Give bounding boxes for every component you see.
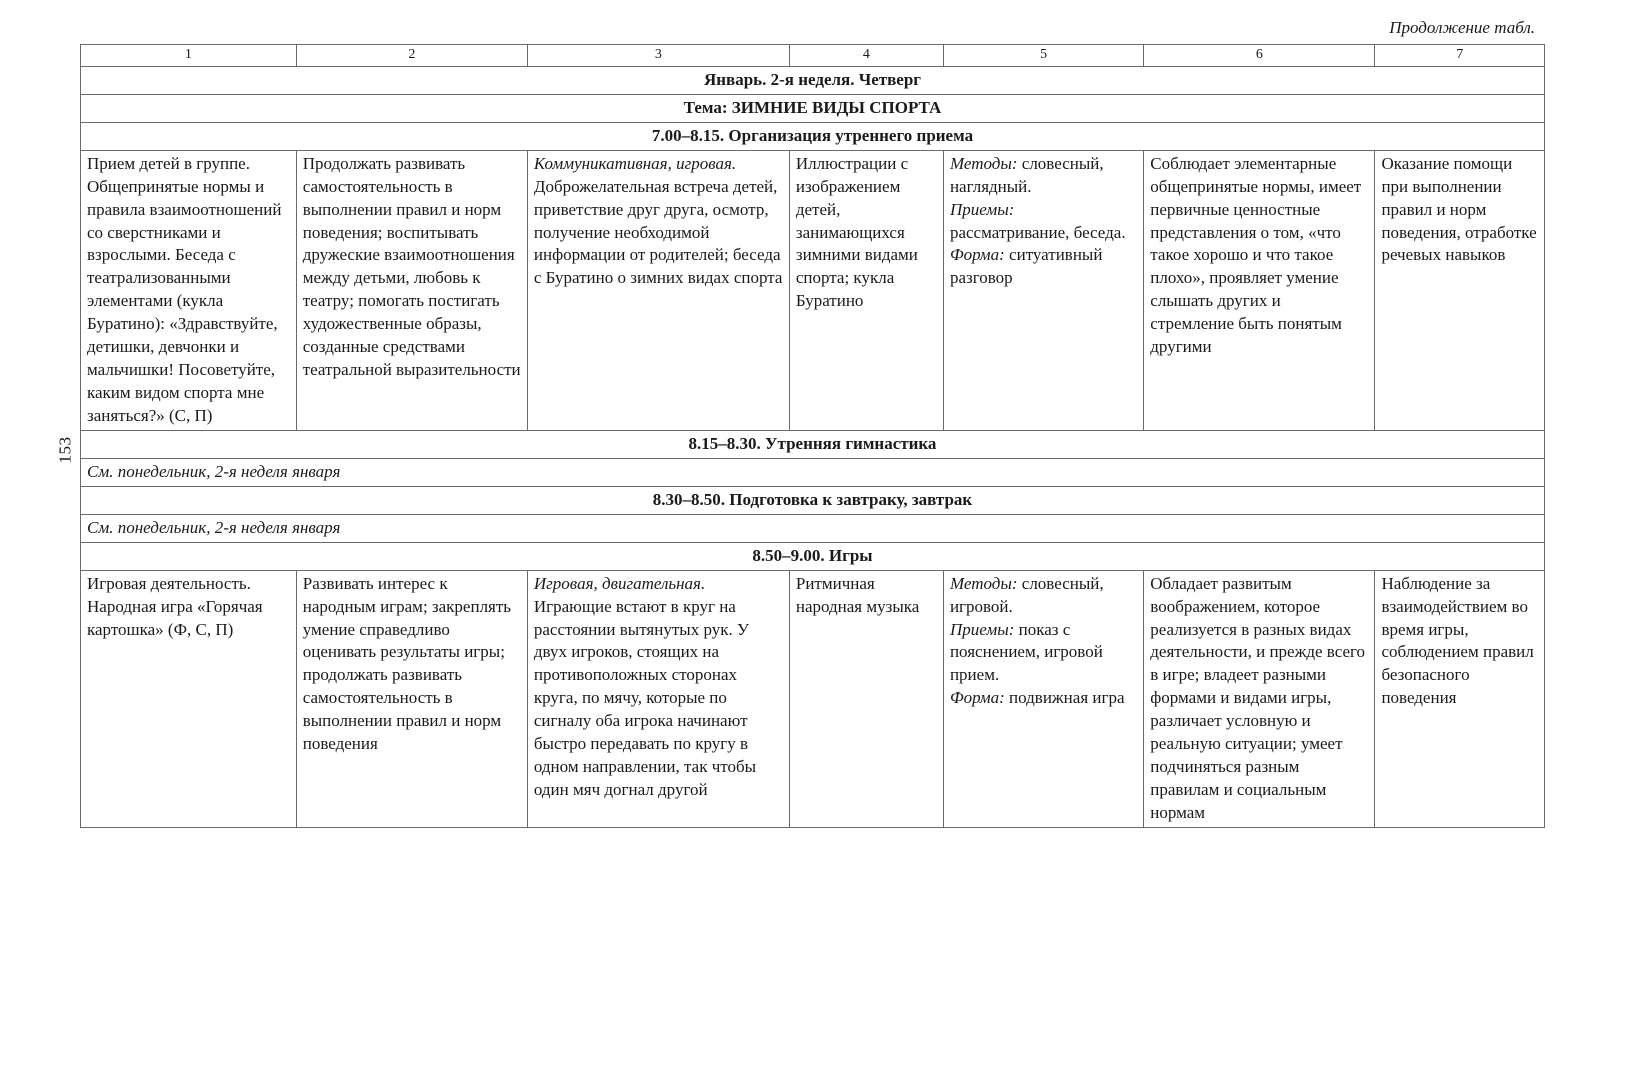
cell-goals: Развивать интерес к народным играм; закр… — [296, 570, 527, 827]
block1-title-row: 7.00–8.15. Организация утреннего приема — [81, 122, 1545, 150]
day-cell: Январь. 2-я неделя. Четверг — [81, 66, 1545, 94]
cell-outcomes: Обладает развитым воображением, которое … — [1144, 570, 1375, 827]
cell-methods: Методы: словесный, наглядный. Приемы: ра… — [943, 150, 1143, 430]
forma-label: Форма: — [950, 688, 1005, 707]
priemy-label: Приемы: — [950, 200, 1014, 219]
col-num-header: 1 — [81, 45, 297, 67]
col-num-header: 6 — [1144, 45, 1375, 67]
col-num-header: 4 — [789, 45, 943, 67]
cell-content: Игровая, двигательная. Играющие встают в… — [527, 570, 789, 827]
cell-activity: Игровая деятельность. Народная игра «Гор… — [81, 570, 297, 827]
col-num-header: 7 — [1375, 45, 1545, 67]
topic-row: Тема: ЗИМНИЕ ВИДЫ СПОРТА — [81, 94, 1545, 122]
block1-title: 7.00–8.15. Организация утреннего приема — [81, 122, 1545, 150]
cell-activity: Прием детей в группе. Общепринятые нормы… — [81, 150, 297, 430]
day-row: Январь. 2-я неделя. Четверг — [81, 66, 1545, 94]
cell-content-body: Играющие встают в круг на расстоянии выт… — [534, 597, 756, 800]
cell-content: Коммуникативная, игровая. Доброжелательн… — [527, 150, 789, 430]
cell-materials: Иллюстрации с изображением детей, занима… — [789, 150, 943, 430]
cell-materials: Ритмичная народная музыка — [789, 570, 943, 827]
methods-label: Методы: — [950, 574, 1018, 593]
cell-support: Наблюдение за взаимодействием во время и… — [1375, 570, 1545, 827]
block3-ref-row: См. понедельник, 2-я неделя января — [81, 514, 1545, 542]
cell-content-italic: Коммуникативная, игровая. — [534, 154, 736, 173]
block4-title: 8.50–9.00. Игры — [81, 542, 1545, 570]
methods-label: Методы: — [950, 154, 1018, 173]
priemy-label: Приемы: — [950, 620, 1014, 639]
block2-title: 8.15–8.30. Утренняя гимнастика — [81, 430, 1545, 458]
forma-label: Форма: — [950, 245, 1005, 264]
continuation-label: Продолжение табл. — [80, 18, 1545, 38]
table-row: Прием детей в группе. Общепринятые нормы… — [81, 150, 1545, 430]
col-num-header: 3 — [527, 45, 789, 67]
block3-title: 8.30–8.50. Подготовка к завтраку, завтра… — [81, 486, 1545, 514]
schedule-table: 1234567 Январь. 2-я неделя. Четверг Тема… — [80, 44, 1545, 828]
col-num-header: 2 — [296, 45, 527, 67]
block3-ref: См. понедельник, 2-я неделя января — [81, 514, 1545, 542]
cell-outcomes: Соблюдает элементарные общепринятые норм… — [1144, 150, 1375, 430]
topic-cell: Тема: ЗИМНИЕ ВИДЫ СПОРТА — [81, 94, 1545, 122]
cell-goals: Продолжать развивать самостоятельность в… — [296, 150, 527, 430]
block3-title-row: 8.30–8.50. Подготовка к завтраку, завтра… — [81, 486, 1545, 514]
page-number: 153 — [56, 437, 76, 464]
block4-title-row: 8.50–9.00. Игры — [81, 542, 1545, 570]
table-row: Игровая деятельность. Народная игра «Гор… — [81, 570, 1545, 827]
block2-ref: См. понедельник, 2-я неделя января — [81, 458, 1545, 486]
forma-text: подвижная игра — [1005, 688, 1125, 707]
cell-content-body: Доброжелательная встреча детей, приветст… — [534, 177, 783, 288]
block2-ref-row: См. понедельник, 2-я неделя января — [81, 458, 1545, 486]
column-number-row: 1234567 — [81, 45, 1545, 67]
block2-title-row: 8.15–8.30. Утренняя гимнастика — [81, 430, 1545, 458]
priemy-text: рассматривание, беседа. — [950, 223, 1126, 242]
cell-content-italic: Игровая, двигательная. — [534, 574, 705, 593]
col-num-header: 5 — [943, 45, 1143, 67]
cell-methods: Методы: словесный, игровой. Приемы: пока… — [943, 570, 1143, 827]
cell-support: Оказание помощи при выполнении правил и … — [1375, 150, 1545, 430]
